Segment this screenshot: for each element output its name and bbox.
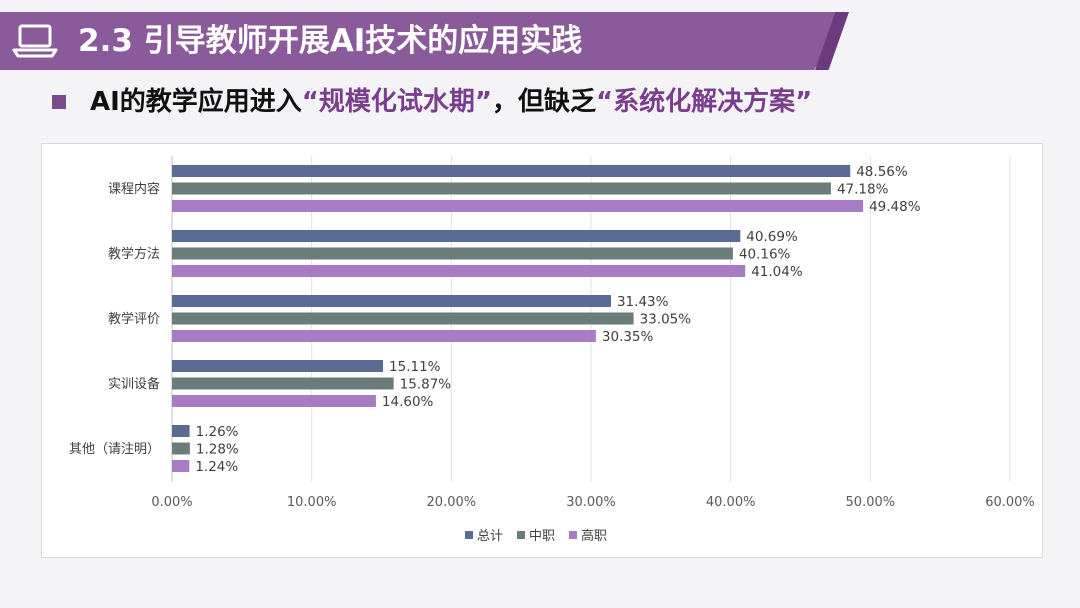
legend-label: 高职 bbox=[581, 528, 607, 544]
x-tick-label: 10.00% bbox=[287, 495, 337, 510]
bar-chart: 0.00% 10.00% 20.00% 30.00% 40.00% 50.00% 60.00… bbox=[69, 156, 1035, 544]
data-label: 49.48% bbox=[869, 199, 921, 215]
title-banner bbox=[0, 12, 848, 70]
bar bbox=[172, 295, 611, 307]
category-label: 教学评价 bbox=[108, 311, 160, 327]
bar bbox=[172, 395, 376, 407]
bar bbox=[172, 442, 190, 455]
x-tick-label: 20.00% bbox=[427, 495, 477, 510]
legend-label: 中职 bbox=[529, 529, 555, 544]
bar bbox=[172, 460, 190, 472]
x-tick-label: 0.00% bbox=[151, 495, 192, 510]
bar bbox=[172, 165, 851, 177]
data-label: 33.05% bbox=[640, 312, 692, 328]
data-label: 30.35% bbox=[602, 329, 654, 345]
bullet-square bbox=[52, 95, 66, 109]
data-label: 47.18% bbox=[837, 182, 889, 198]
category-label: 其他（请注明） bbox=[69, 442, 160, 457]
subtitle-prefix: AI的教学应用进入 bbox=[90, 87, 302, 117]
data-label: 48.56% bbox=[856, 164, 908, 180]
x-tick-label: 30.00% bbox=[566, 495, 616, 510]
data-label: 40.69% bbox=[746, 229, 798, 245]
bar bbox=[172, 360, 384, 372]
bar bbox=[172, 230, 741, 242]
bar bbox=[172, 425, 190, 437]
legend-label: 总计 bbox=[477, 529, 503, 544]
bar bbox=[172, 377, 394, 390]
bar bbox=[172, 312, 634, 325]
bar bbox=[172, 265, 746, 277]
bar bbox=[172, 182, 831, 195]
x-tick-label: 50.00% bbox=[846, 495, 896, 510]
data-label: 41.04% bbox=[751, 264, 803, 280]
category-label: 课程内容 bbox=[108, 181, 160, 197]
legend-swatch bbox=[517, 531, 525, 539]
bar bbox=[172, 330, 596, 342]
legend-swatch bbox=[569, 531, 577, 539]
subtitle-quote-1: “规模化试水期” bbox=[301, 87, 492, 117]
laptop-icon bbox=[12, 24, 58, 58]
x-tick-label: 40.00% bbox=[706, 495, 756, 510]
data-label: 15.11% bbox=[389, 359, 441, 375]
data-label: 14.60% bbox=[382, 394, 434, 410]
page-title: 2.3 引导教师开展AI技术的应用实践 bbox=[78, 23, 583, 59]
legend-swatch bbox=[465, 531, 473, 539]
data-label: 1.26% bbox=[196, 424, 239, 440]
data-label: 1.24% bbox=[195, 459, 238, 475]
x-tick-label: 60.00% bbox=[985, 495, 1035, 510]
data-label: 15.87% bbox=[400, 377, 452, 393]
bar bbox=[172, 247, 733, 260]
subtitle-middle: ，但缺乏 bbox=[491, 87, 596, 117]
subtitle-quote-2: “系统化解决方案” bbox=[596, 87, 813, 117]
data-label: 31.43% bbox=[617, 294, 669, 310]
bar bbox=[172, 200, 864, 212]
data-label: 1.28% bbox=[196, 442, 239, 458]
category-label: 实训设备 bbox=[108, 376, 160, 392]
category-label: 教学方法 bbox=[108, 246, 160, 262]
subtitle: AI的教学应用进入“规模化试水期”，但缺乏“系统化解决方案” bbox=[90, 82, 812, 122]
chart-card: 0.00% 10.00% 20.00% 30.00% 40.00% 50.00% 60.00… bbox=[41, 143, 1043, 558]
data-label: 40.16% bbox=[739, 247, 791, 263]
